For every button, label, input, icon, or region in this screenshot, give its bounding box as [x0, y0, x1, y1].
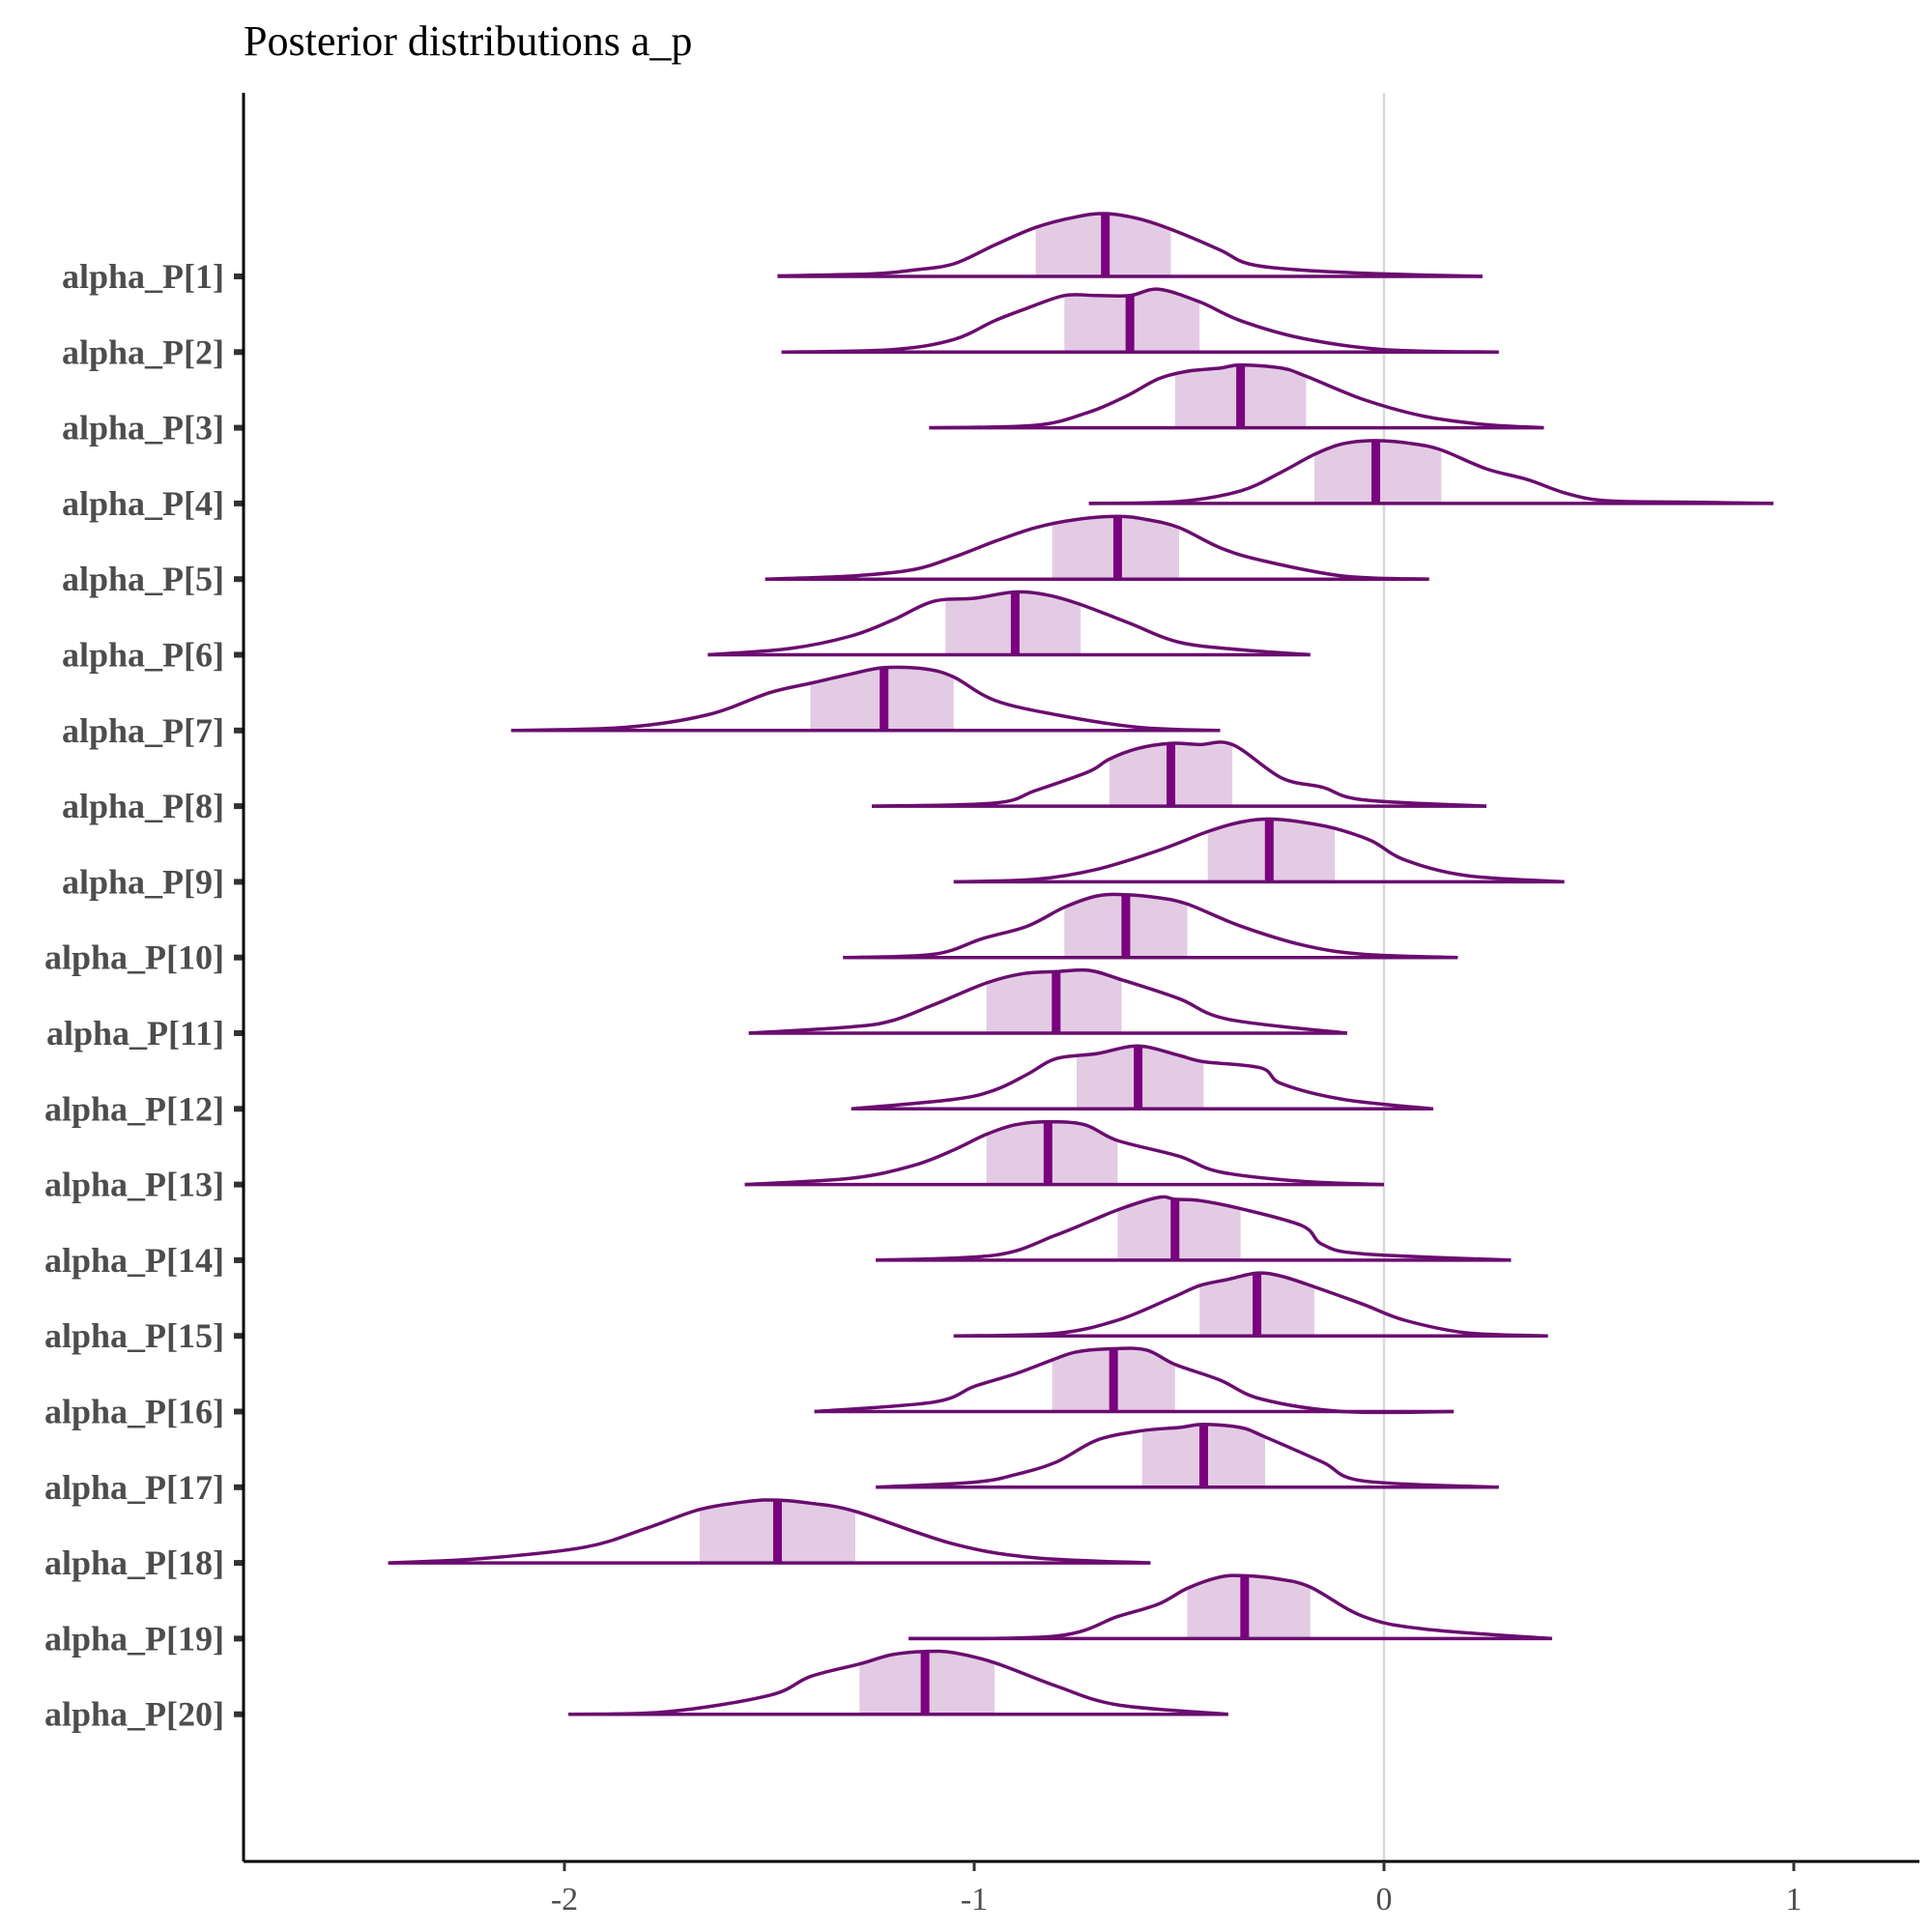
y-tick-label: alpha_P[6]: [62, 636, 224, 675]
y-tick-label: alpha_P[20]: [44, 1695, 224, 1734]
y-tick-label: alpha_P[7]: [62, 711, 224, 750]
ridge-16: alpha_P[16]: [44, 1346, 1455, 1431]
y-tick-label: alpha_P[16]: [44, 1393, 224, 1431]
density-curve: [744, 1119, 1385, 1187]
y-tick-label: alpha_P[12]: [44, 1089, 224, 1128]
y-tick-label: alpha_P[15]: [44, 1316, 224, 1355]
density-curve: [908, 1573, 1552, 1641]
density-curve: [929, 362, 1544, 430]
density-curve: [851, 1044, 1434, 1111]
x-tick-label: -2: [551, 1882, 578, 1918]
density-curve: [748, 967, 1348, 1035]
y-tick-label: alpha_P[14]: [44, 1241, 224, 1280]
density-curve: [777, 212, 1483, 278]
y-tick-label: alpha_P[4]: [62, 484, 224, 523]
density-curve: [1088, 439, 1773, 505]
y-tick-label: alpha_P[19]: [44, 1619, 224, 1658]
ridge-5: alpha_P[5]: [62, 514, 1429, 598]
density-curve: [843, 892, 1458, 960]
y-tick-label: alpha_P[18]: [44, 1543, 224, 1582]
x-tick-label: 0: [1376, 1882, 1393, 1918]
density-curve: [781, 287, 1499, 355]
ridge-9: alpha_P[9]: [62, 817, 1565, 901]
ridge-17: alpha_P[17]: [44, 1423, 1499, 1507]
density-curve: [876, 1423, 1499, 1489]
y-tick-label: alpha_P[8]: [62, 787, 224, 825]
y-tick-label: alpha_P[17]: [44, 1468, 224, 1507]
density-curve: [814, 1346, 1455, 1415]
y-tick-label: alpha_P[9]: [62, 862, 224, 901]
y-tick-label: alpha_P[2]: [62, 332, 224, 371]
ridge-2: alpha_P[2]: [62, 287, 1499, 371]
y-tick-label: alpha_P[1]: [62, 257, 224, 296]
ridge-13: alpha_P[13]: [44, 1119, 1385, 1204]
plot-area: alpha_P[1] alpha_P[2] alpha_P[3] alpha_P[4]…: [44, 93, 1919, 1918]
density-curve: [871, 740, 1487, 808]
ridge-10: alpha_P[10]: [44, 892, 1458, 977]
x-tick-label: 1: [1786, 1882, 1802, 1918]
density-curve: [953, 1271, 1548, 1338]
ridge-1: alpha_P[1]: [62, 212, 1483, 296]
y-tick-label: alpha_P[10]: [44, 938, 224, 977]
ridge-3: alpha_P[3]: [62, 362, 1544, 447]
y-tick-label: alpha_P[11]: [46, 1014, 224, 1053]
ridge-14: alpha_P[14]: [44, 1195, 1512, 1280]
ridge-4: alpha_P[4]: [62, 439, 1773, 523]
density-curve: [568, 1649, 1229, 1716]
density-curve: [707, 590, 1311, 657]
x-tick-label: -1: [961, 1882, 988, 1918]
density-curve: [953, 817, 1565, 884]
chart-title: Posterior distributions a_p: [244, 17, 692, 65]
density-curve: [876, 1195, 1512, 1262]
y-tick-label: alpha_P[5]: [62, 560, 224, 598]
ridge-12: alpha_P[12]: [44, 1044, 1434, 1128]
ridge-8: alpha_P[8]: [62, 740, 1487, 825]
ridge-18: alpha_P[18]: [44, 1498, 1151, 1582]
ridge-6: alpha_P[6]: [62, 590, 1311, 675]
ridge-11: alpha_P[11]: [46, 967, 1348, 1053]
ridge-7: alpha_P[7]: [62, 665, 1221, 750]
density-curve: [388, 1498, 1151, 1565]
density-curve: [764, 514, 1429, 581]
ridge-15: alpha_P[15]: [44, 1271, 1548, 1355]
y-tick-label: alpha_P[13]: [44, 1166, 224, 1204]
ridge-19: alpha_P[19]: [44, 1573, 1552, 1658]
ridge-20: alpha_P[20]: [44, 1649, 1229, 1734]
density-curve: [510, 665, 1221, 733]
y-tick-label: alpha_P[3]: [62, 409, 224, 447]
